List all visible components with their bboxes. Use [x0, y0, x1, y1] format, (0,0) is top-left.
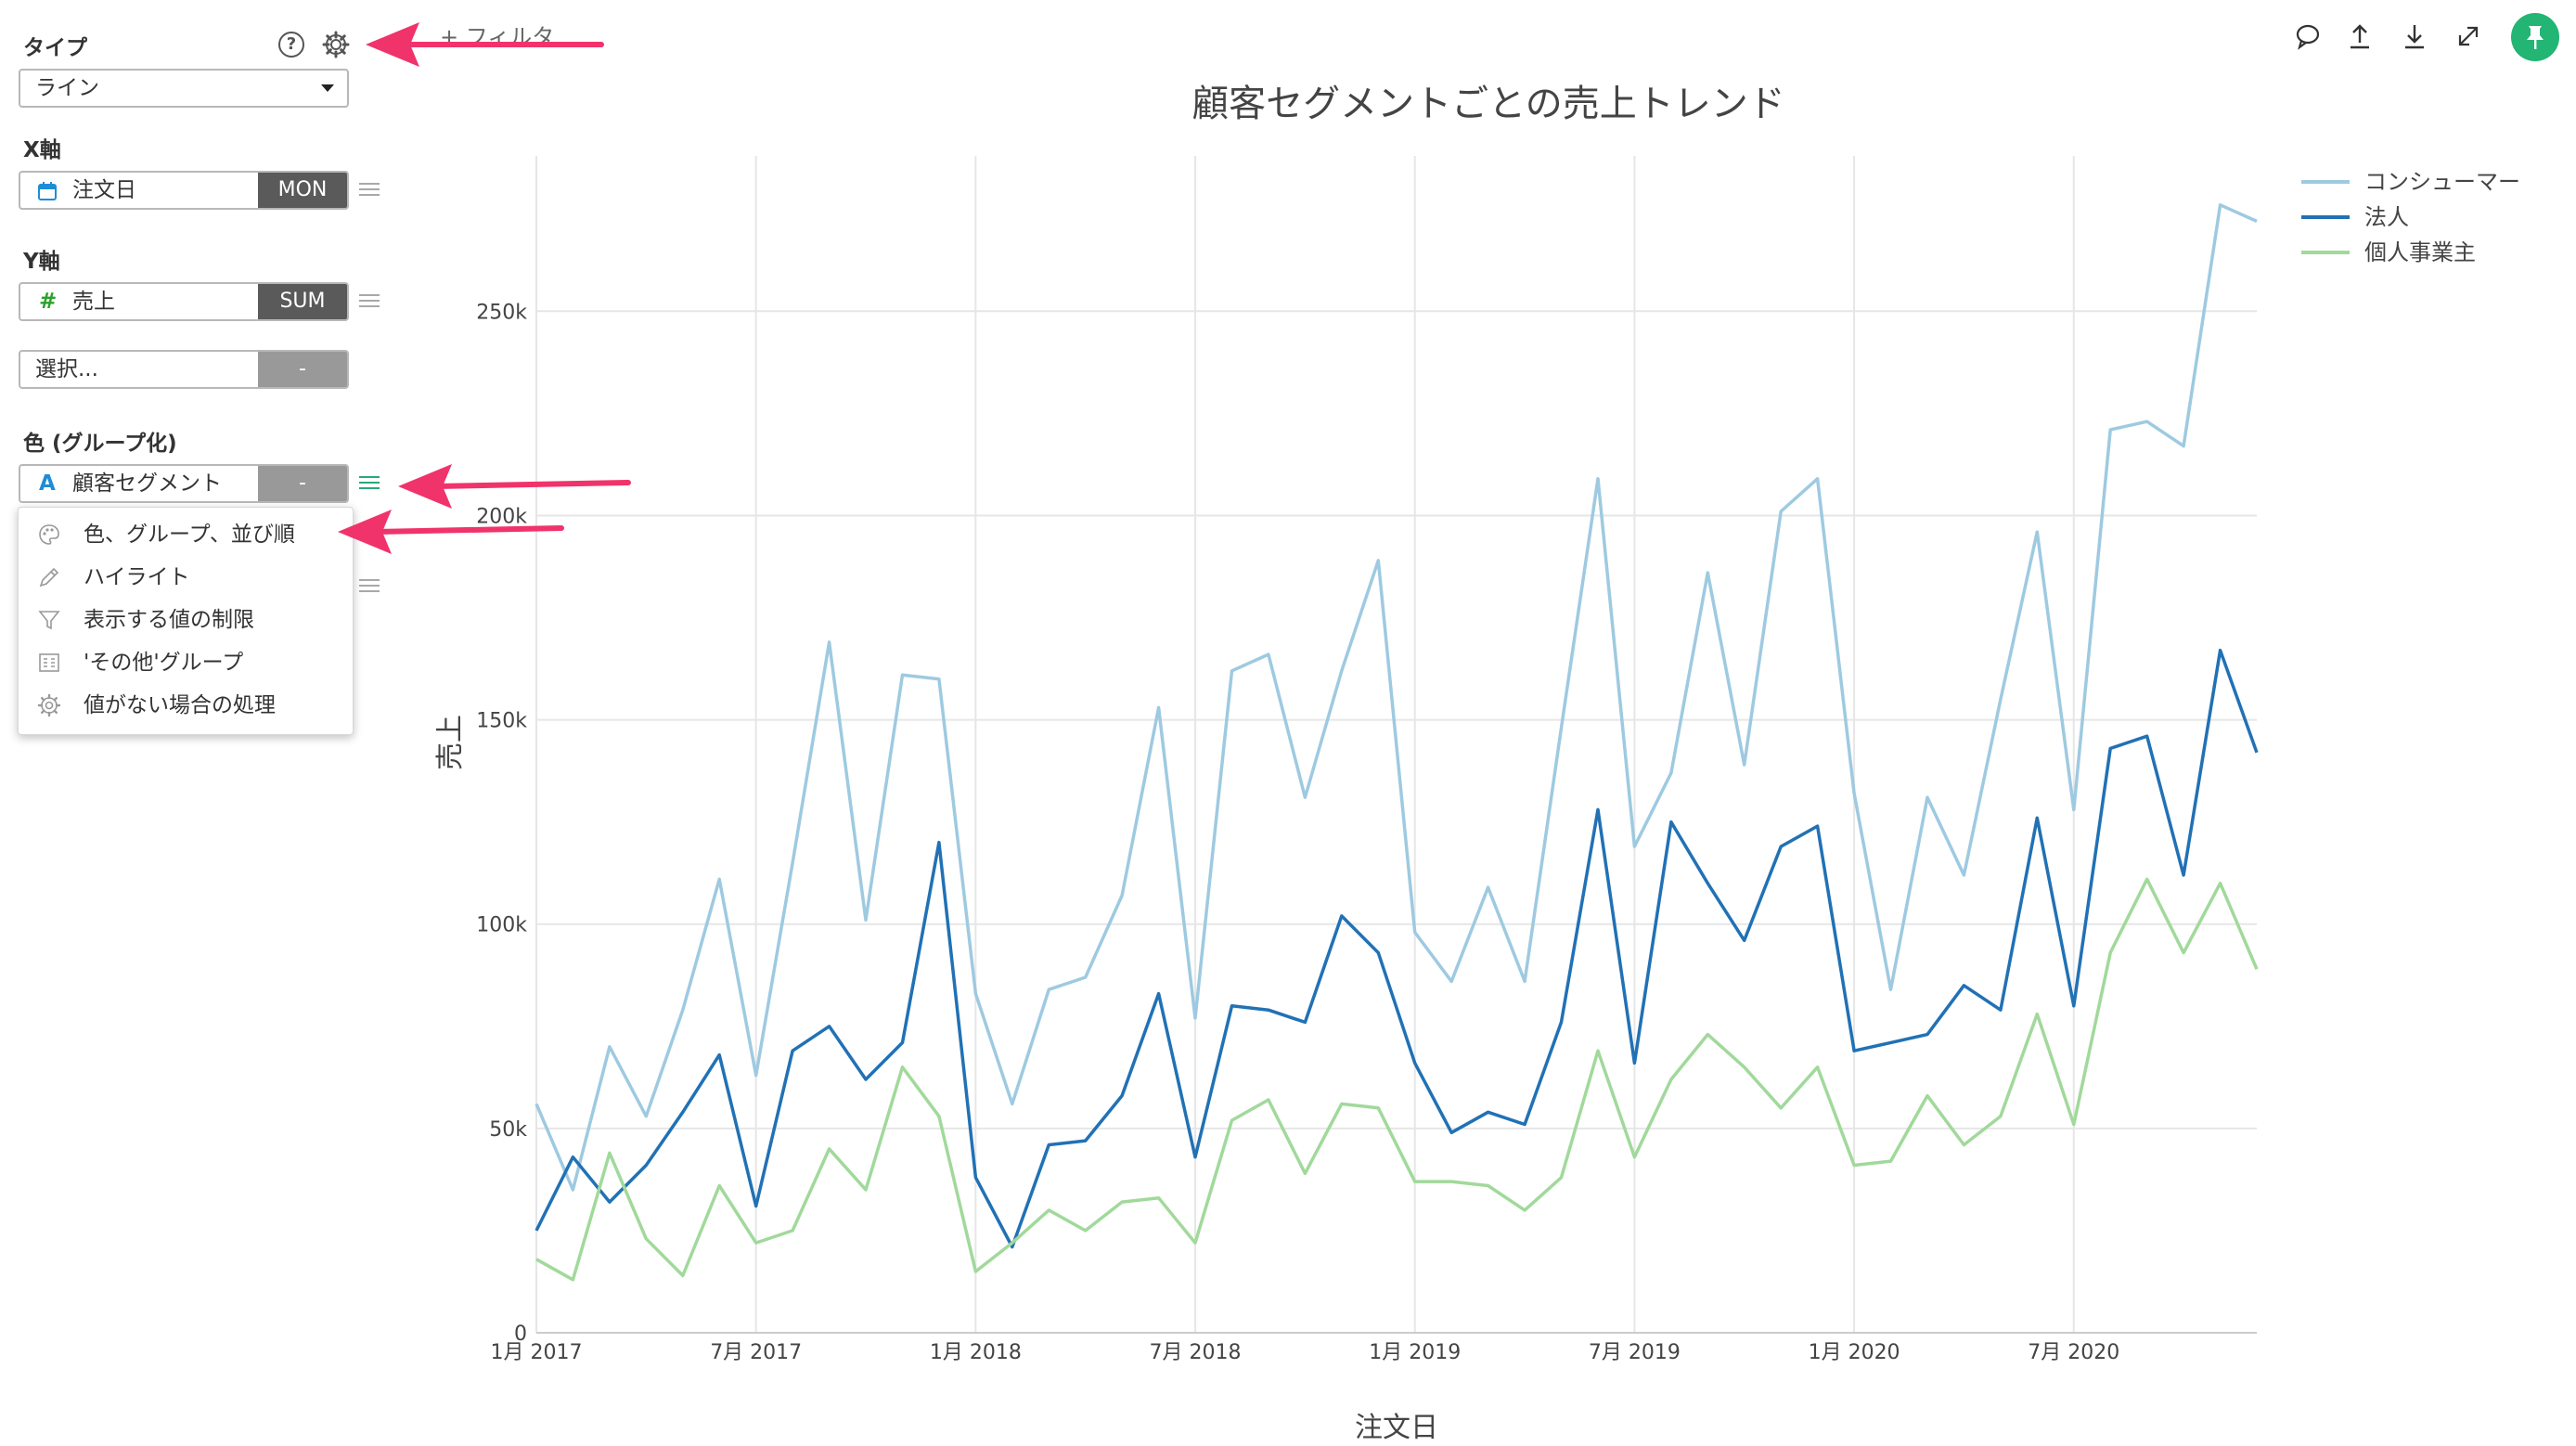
x-tick-label: 7月 2019 [1589, 1341, 1681, 1364]
menu-item-label: 色、グループ、並び順 [84, 523, 295, 547]
legend-label: 個人事業主 [2364, 239, 2476, 265]
x-tick-label: 1月 2020 [1809, 1341, 1900, 1364]
annotation-arrow-color-menu [398, 464, 631, 509]
menu-item-label: 値がない場合の処理 [84, 693, 276, 717]
annotation-arrow-gear [366, 22, 604, 67]
group-icon [39, 653, 59, 672]
x-tick-label: 7月 2017 [710, 1341, 802, 1364]
menu-item-label: ハイライト [84, 565, 190, 589]
legend-label: コンシューマー [2364, 169, 2520, 195]
filter-icon [38, 611, 60, 630]
y-axis-field[interactable]: # 売上 SUM [19, 282, 349, 321]
type-label: タイプ [23, 36, 87, 60]
pencil-icon [39, 567, 59, 587]
menu-item-label: 表示する値の制限 [84, 608, 254, 632]
help-icon[interactable]: ? [278, 32, 304, 58]
x-axis-field[interactable]: 注文日 MON [19, 171, 349, 210]
chart-type-value: ライン [35, 76, 99, 100]
y-tick-label: 50k [489, 1118, 527, 1142]
x-tick-label: 1月 2018 [930, 1341, 1022, 1364]
menu-item-label: 'その他'グループ [84, 651, 244, 675]
expand-icon[interactable] [2453, 20, 2484, 52]
x-tick-label: 7月 2020 [2028, 1341, 2119, 1364]
x-axis-title: 注文日 [1355, 1412, 1438, 1444]
calendar-icon [38, 182, 57, 200]
text-type-icon: A [39, 471, 56, 496]
y-agg-button[interactable]: SUM [258, 284, 347, 319]
series-line [535, 203, 2258, 1192]
y-tick-label: 100k [476, 914, 527, 937]
chart-type-select[interactable]: ライン [19, 69, 349, 108]
x-tick-label: 1月 2019 [1369, 1341, 1461, 1364]
x-field-menu-icon[interactable] [359, 179, 380, 200]
extra-field-menu-icon[interactable] [359, 575, 380, 596]
color-group-label: 色 (グループ化) [23, 432, 177, 456]
y-field-name: 売上 [72, 290, 115, 314]
y-axis-title: 売上 [434, 715, 467, 770]
x-tick-label: 7月 2018 [1150, 1341, 1242, 1364]
chart-grid [535, 156, 2257, 1333]
color-field[interactable]: A 顧客セグメント - [19, 464, 349, 503]
download-icon[interactable] [2399, 20, 2430, 52]
y-axis-label: Y軸 [23, 250, 60, 274]
menu-item-other-group[interactable]: 'その他'グループ [19, 641, 353, 684]
x-tick-label: 1月 2017 [491, 1341, 583, 1364]
y-tick-label: 200k [476, 505, 527, 528]
comment-icon[interactable] [2292, 20, 2324, 52]
annotation-arrow-menu-item [338, 510, 564, 554]
legend-label: 法人 [2364, 204, 2409, 230]
menu-item-limit-values[interactable]: 表示する値の制限 [19, 599, 353, 641]
gear-icon [37, 693, 61, 717]
x-field-name: 注文日 [72, 178, 136, 202]
color-field-menu-icon[interactable] [359, 472, 380, 493]
y-tick-label: 150k [476, 710, 527, 733]
y-tick-label: 0 [514, 1323, 527, 1346]
chart-settings-panel: タイプ ? ライン X軸 注文日 MON Y軸 # 売上 SUM 選択... -… [0, 0, 390, 1446]
series-line [535, 648, 2259, 1249]
upload-icon[interactable] [2344, 20, 2376, 52]
palette-icon [39, 524, 59, 545]
menu-item-highlight[interactable]: ハイライト [19, 556, 353, 599]
chart-title: 顧客セグメントごとの売上トレンド [1191, 83, 1785, 125]
pin-icon [2527, 26, 2544, 49]
menu-item-color-group-order[interactable]: 色、グループ、並び順 [19, 513, 353, 556]
color-agg-button[interactable]: - [258, 466, 347, 501]
y2-agg-button[interactable]: - [258, 352, 347, 387]
pin-button[interactable] [2511, 13, 2559, 61]
y2-axis-field[interactable]: 選択... - [19, 350, 349, 389]
x-axis-label: X軸 [23, 138, 61, 162]
color-field-name: 顧客セグメント [72, 471, 222, 496]
gear-icon[interactable] [321, 30, 351, 59]
y-field-menu-icon[interactable] [359, 290, 380, 311]
series-line [535, 877, 2259, 1282]
color-options-menu: 色、グループ、並び順 ハイライト 表示する値の制限 'その他'グループ [18, 507, 354, 735]
chart-axes: 0 50k 100k 150k 200k 250k 1月 2017 7月 2017 1月 201… [476, 301, 2257, 1364]
menu-item-missing-values[interactable]: 値がない場合の処理 [19, 684, 353, 727]
numeric-icon: # [39, 290, 58, 314]
chart-lines [535, 203, 2259, 1282]
y-tick-label: 250k [476, 301, 527, 324]
x-agg-button[interactable]: MON [258, 173, 347, 208]
y2-field-placeholder: 選択... [35, 357, 98, 381]
chevron-down-icon [321, 84, 334, 92]
